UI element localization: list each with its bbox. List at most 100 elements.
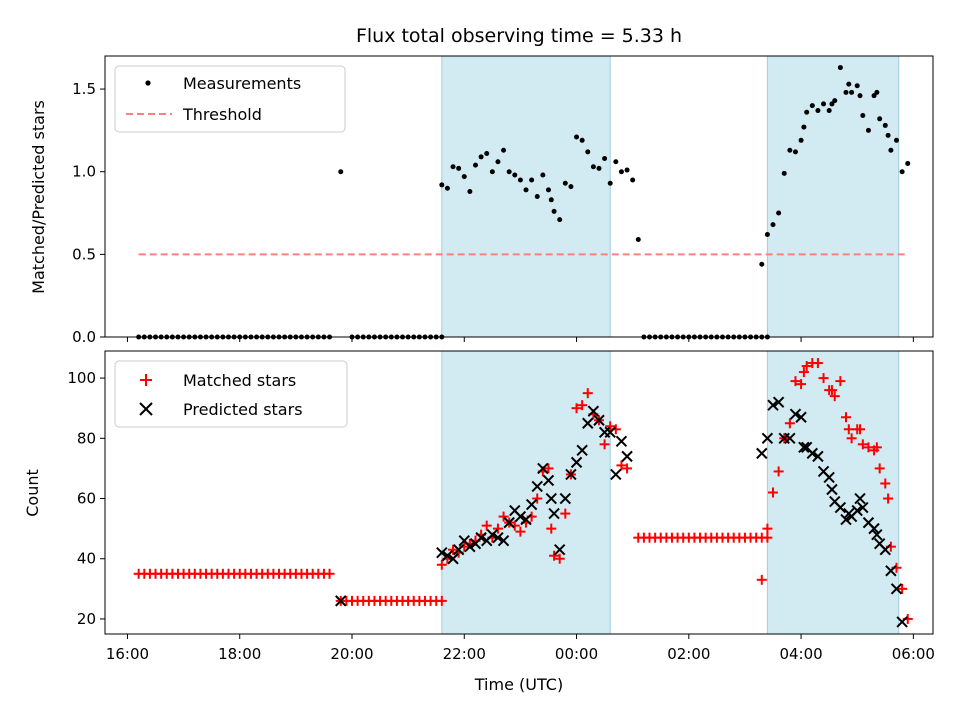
matched-stars-point bbox=[616, 460, 627, 471]
observing-window-shade bbox=[766, 350, 900, 635]
matched-stars-point bbox=[571, 403, 582, 414]
measurement-point bbox=[557, 217, 563, 223]
predicted-stars-point bbox=[525, 498, 538, 511]
predicted-stars-point bbox=[834, 501, 847, 514]
matched-stars-point bbox=[883, 493, 894, 504]
matched-stars-point bbox=[436, 559, 447, 570]
predicted-stars-point bbox=[767, 399, 779, 411]
measurement-point bbox=[899, 169, 905, 175]
measurement-point bbox=[630, 177, 636, 183]
top-ytick-label: 1.0 bbox=[72, 163, 96, 181]
threshold-legend-label: Threshold bbox=[182, 105, 262, 124]
predicted-stars-point bbox=[570, 456, 583, 469]
predicted-stars-point bbox=[885, 565, 897, 577]
observing-window-shade bbox=[441, 350, 611, 635]
measurement-point bbox=[860, 113, 866, 119]
predicted-stars-point bbox=[582, 417, 594, 429]
matched-stars-point bbox=[801, 361, 812, 372]
bot-ytick-label: 20 bbox=[77, 610, 96, 628]
predicted-stars-point bbox=[559, 492, 572, 505]
predicted-stars-point bbox=[615, 435, 628, 448]
measurement-point bbox=[551, 208, 557, 214]
measurement-point bbox=[590, 164, 596, 170]
predicted-stars-point bbox=[475, 531, 487, 544]
matched-stars-point bbox=[622, 463, 633, 474]
measurement-point bbox=[512, 172, 518, 178]
measurement-point bbox=[579, 137, 585, 143]
measurement-point bbox=[534, 194, 540, 199]
predicted-stars-point bbox=[756, 447, 768, 460]
predicted-stars-point bbox=[840, 513, 852, 526]
observing-window-shade bbox=[766, 55, 900, 338]
matched-stars-point bbox=[768, 487, 779, 498]
measurement-point bbox=[801, 124, 807, 130]
measurement-point bbox=[792, 149, 798, 155]
predicted-stars-point bbox=[823, 471, 835, 484]
matched-stars-point bbox=[812, 358, 823, 369]
measurement-point bbox=[523, 187, 529, 193]
predicted-stars-point bbox=[537, 462, 549, 475]
measurement-point bbox=[495, 159, 501, 165]
predicted-stars-point bbox=[772, 396, 785, 408]
counts-ylabel: Count bbox=[23, 469, 42, 517]
bot-ytick-label: 100 bbox=[67, 369, 96, 387]
predicted-stars-point bbox=[871, 528, 883, 541]
matched-stars-point bbox=[855, 424, 866, 435]
predicted-stars-point bbox=[587, 405, 600, 417]
matched-stars-point bbox=[436, 595, 447, 606]
measurement-point bbox=[837, 65, 843, 71]
top-ytick-label: 0.0 bbox=[72, 328, 96, 346]
matched-stars-point bbox=[762, 532, 773, 543]
matched-stars-point bbox=[773, 466, 784, 477]
x-tick-label: 20:00 bbox=[330, 645, 373, 663]
matched-stars-point bbox=[498, 511, 509, 522]
predicted-stars-point bbox=[576, 444, 588, 457]
measurement-point bbox=[624, 167, 630, 173]
measurement-point bbox=[798, 137, 804, 143]
measurement-point bbox=[809, 103, 815, 109]
bot-ytick-label: 60 bbox=[77, 490, 96, 508]
x-axis-label: Time (UTC) bbox=[474, 675, 563, 694]
matched-stars-point bbox=[826, 385, 837, 396]
matched-stars-point bbox=[560, 508, 571, 519]
measurement-point bbox=[770, 222, 776, 228]
matched-stars-point bbox=[762, 523, 773, 534]
matched-stars-point bbox=[481, 520, 492, 531]
measurement-point bbox=[829, 101, 835, 107]
matched-stars-point bbox=[818, 373, 829, 384]
predicted-stars-point bbox=[565, 468, 577, 481]
matched-stars-point bbox=[605, 421, 616, 432]
measurement-point bbox=[439, 182, 445, 188]
matched-legend-label: Matched stars bbox=[183, 371, 296, 390]
predicted-stars-point bbox=[542, 474, 555, 487]
predicted-stars-point bbox=[452, 543, 465, 556]
measurement-point bbox=[548, 197, 554, 203]
matched-stars-point bbox=[863, 442, 874, 453]
matched-stars-point bbox=[324, 568, 335, 579]
matched-stars-point bbox=[796, 379, 807, 390]
predicted-stars-point bbox=[447, 553, 459, 565]
predicted-stars-point bbox=[604, 426, 616, 438]
measurements-legend-label: Measurements bbox=[183, 74, 301, 93]
matched-stars-point bbox=[448, 544, 459, 555]
measurement-point bbox=[338, 169, 344, 175]
x-tick-label: 02:00 bbox=[667, 645, 710, 663]
measurement-point bbox=[602, 155, 608, 161]
measurement-point bbox=[776, 210, 782, 216]
predicted-stars-point bbox=[798, 441, 810, 454]
measurement-point bbox=[854, 83, 860, 89]
predicted-stars-point bbox=[503, 516, 515, 529]
x-tick-label: 00:00 bbox=[555, 645, 598, 663]
measurement-point bbox=[815, 108, 821, 114]
predicted-stars-point bbox=[436, 547, 448, 559]
counts-panel: 20 40 60 80 100 16:00 18:00 20:00 22:00 00:00 02:0… bbox=[23, 350, 935, 663]
x-tick-label: 04:00 bbox=[779, 645, 822, 663]
measurement-point bbox=[545, 187, 551, 193]
predicted-stars-point bbox=[486, 528, 499, 541]
measurement-point bbox=[781, 170, 787, 176]
matched-stars-point bbox=[532, 493, 543, 504]
measurement-point bbox=[540, 172, 546, 178]
measurement-point bbox=[489, 169, 495, 175]
matched-stars-point bbox=[843, 424, 854, 435]
predicted-stars-point bbox=[761, 432, 774, 445]
